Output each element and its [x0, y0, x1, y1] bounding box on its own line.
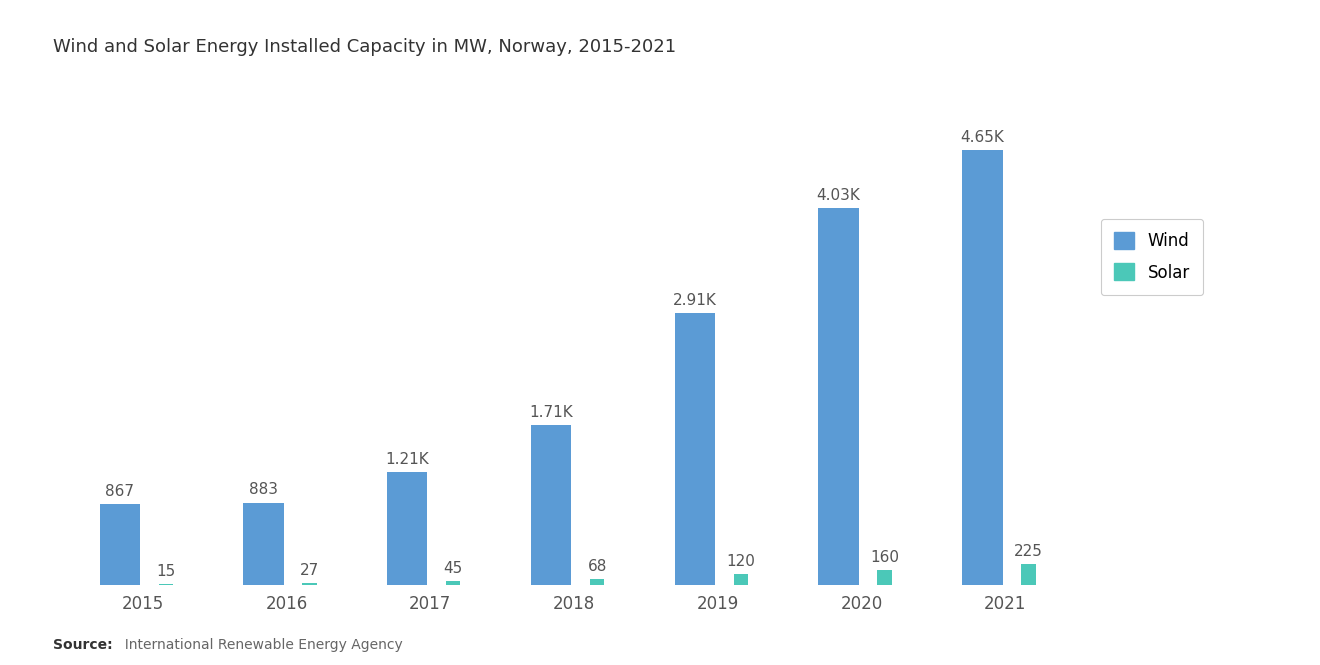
Text: Wind and Solar Energy Installed Capacity in MW, Norway, 2015-2021: Wind and Solar Energy Installed Capacity…	[53, 38, 676, 56]
Bar	[158, 584, 173, 585]
Text: 15: 15	[156, 564, 176, 579]
Text: 27: 27	[300, 563, 319, 577]
Bar	[99, 504, 140, 585]
Text: Source:: Source:	[53, 638, 112, 652]
Text: 68: 68	[587, 559, 607, 574]
Bar	[878, 570, 892, 585]
Text: 883: 883	[249, 482, 279, 497]
Text: 2.91K: 2.91K	[673, 293, 717, 308]
Bar	[531, 425, 572, 585]
Bar	[962, 150, 1002, 585]
Text: 1.21K: 1.21K	[385, 452, 429, 467]
Text: 4.65K: 4.65K	[961, 130, 1005, 145]
Bar	[734, 574, 748, 585]
Legend: Wind, Solar: Wind, Solar	[1101, 219, 1204, 295]
Text: International Renewable Energy Agency: International Renewable Energy Agency	[116, 638, 403, 652]
Text: 120: 120	[726, 554, 755, 569]
Text: 160: 160	[870, 550, 899, 565]
Bar	[387, 472, 428, 585]
Text: 1.71K: 1.71K	[529, 405, 573, 420]
Bar	[446, 581, 461, 585]
Text: 225: 225	[1014, 544, 1043, 559]
Bar	[818, 208, 859, 585]
Text: 4.03K: 4.03K	[817, 188, 861, 203]
Bar	[1022, 564, 1036, 585]
Bar	[590, 579, 605, 585]
Bar	[675, 313, 715, 585]
Bar	[243, 503, 284, 585]
Text: 45: 45	[444, 561, 463, 576]
Bar	[302, 583, 317, 585]
Text: 867: 867	[106, 484, 135, 499]
